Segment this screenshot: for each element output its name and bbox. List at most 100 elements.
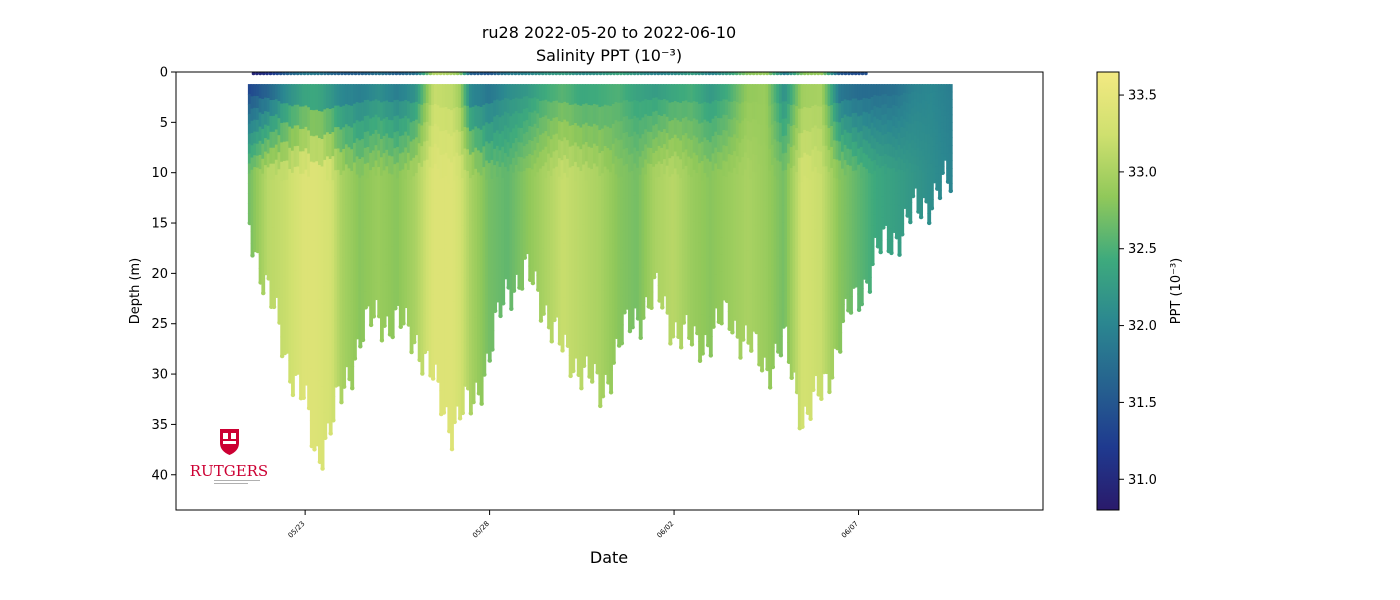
data-point <box>738 338 743 359</box>
data-point <box>849 149 853 167</box>
data-point <box>803 175 808 200</box>
data-point <box>510 72 514 76</box>
data-point <box>436 189 441 212</box>
data-point <box>657 207 662 224</box>
data-point <box>779 142 783 163</box>
data-point <box>797 231 802 257</box>
data-point <box>503 72 508 76</box>
data-point <box>274 129 279 146</box>
data-point <box>442 154 446 179</box>
data-point <box>630 240 635 259</box>
data-point <box>857 196 861 214</box>
data-point <box>770 144 775 166</box>
data-point <box>404 163 409 180</box>
data-point <box>628 101 632 120</box>
data-point <box>477 371 481 394</box>
data-point <box>811 258 816 282</box>
data-point <box>247 213 252 224</box>
data-point <box>911 164 915 173</box>
data-point <box>382 204 387 223</box>
data-point <box>358 158 363 179</box>
data-point <box>908 192 913 203</box>
data-point <box>479 243 484 268</box>
data-point <box>690 72 695 76</box>
data-point <box>342 278 347 301</box>
data-point <box>911 100 915 109</box>
data-point <box>477 172 481 196</box>
data-point <box>735 300 740 320</box>
data-point <box>552 235 557 254</box>
data-point <box>644 99 649 115</box>
data-point <box>385 232 390 250</box>
data-point <box>247 133 252 145</box>
data-point <box>725 285 729 302</box>
data-point <box>282 256 287 277</box>
data-point <box>881 225 886 230</box>
data-point <box>787 84 791 105</box>
data-point <box>406 118 411 137</box>
data-point <box>442 365 446 390</box>
data-point <box>509 132 514 149</box>
data-point <box>253 119 258 133</box>
data-point <box>754 296 759 315</box>
data-point <box>274 144 279 161</box>
data-point <box>932 160 937 168</box>
data-point <box>463 277 468 300</box>
data-point <box>320 84 325 113</box>
data-point <box>549 286 554 306</box>
data-point <box>722 237 727 254</box>
data-point <box>940 90 945 98</box>
data-point <box>579 301 584 324</box>
data-point <box>859 131 864 148</box>
data-point <box>466 72 470 76</box>
data-point <box>436 147 441 170</box>
data-point <box>590 317 595 340</box>
data-point <box>892 136 897 148</box>
data-point <box>733 201 737 219</box>
data-point <box>849 263 853 281</box>
data-point <box>657 115 662 132</box>
data-point <box>401 169 406 188</box>
data-point <box>903 189 907 199</box>
data-point <box>474 295 479 318</box>
data-point <box>776 179 781 200</box>
data-point <box>409 313 414 334</box>
data-point <box>676 210 681 230</box>
data-point <box>304 191 309 213</box>
data-point <box>700 238 705 258</box>
data-point <box>490 140 495 161</box>
data-point <box>857 245 861 263</box>
data-point <box>539 269 543 288</box>
data-point <box>323 134 328 161</box>
data-point <box>835 235 840 255</box>
data-point <box>282 84 287 104</box>
data-point <box>622 263 627 281</box>
data-point <box>326 108 330 133</box>
data-point <box>725 269 729 286</box>
data-point <box>501 240 506 257</box>
data-point <box>609 304 613 327</box>
data-point <box>544 72 548 76</box>
data-point <box>579 385 584 391</box>
data-point <box>404 226 409 244</box>
data-point <box>420 352 425 375</box>
data-point <box>493 213 498 231</box>
data-point <box>797 182 802 208</box>
data-point <box>299 286 303 310</box>
data-point <box>412 84 417 104</box>
data-point <box>474 84 479 106</box>
data-point <box>479 84 484 108</box>
data-point <box>652 111 657 127</box>
data-point <box>687 102 692 121</box>
data-point <box>630 170 635 189</box>
data-point <box>611 203 616 224</box>
data-point <box>258 126 263 142</box>
data-point <box>717 253 721 272</box>
data-point <box>878 144 883 157</box>
data-point <box>369 307 374 326</box>
data-point <box>285 236 290 257</box>
data-point <box>450 318 454 346</box>
data-point <box>924 84 929 94</box>
data-point <box>889 168 894 182</box>
data-point <box>385 182 390 200</box>
